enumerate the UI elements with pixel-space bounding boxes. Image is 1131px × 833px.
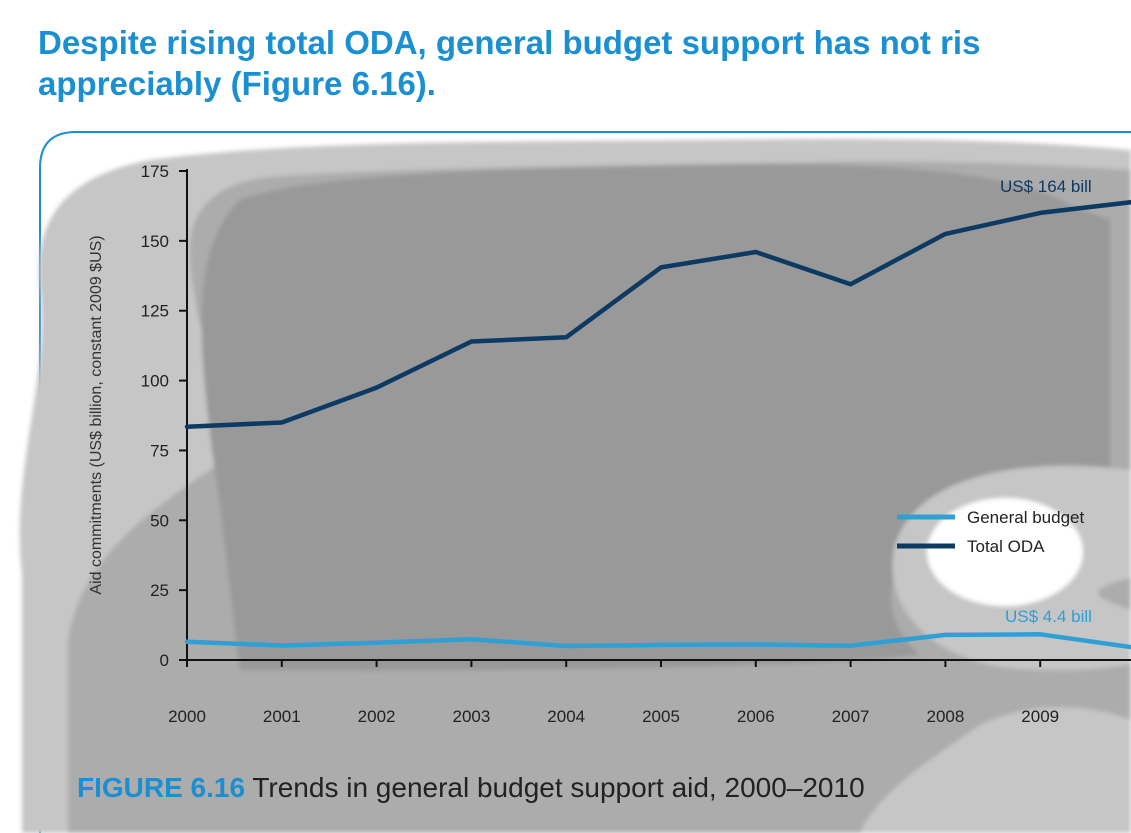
y-tick-label: 0 [160, 651, 169, 670]
x-tick-label: 2002 [358, 707, 396, 726]
chart-legend: General budget Total ODA [897, 508, 1084, 556]
chart-axes [181, 169, 1131, 666]
y-tick-label: 125 [141, 302, 169, 321]
y-tick-label: 100 [141, 372, 169, 391]
x-tick-label: 2007 [832, 707, 870, 726]
chart-series [184, 199, 1131, 650]
legend-label: Total ODA [967, 537, 1045, 556]
end-value-annotation: US$ 164 bill [1000, 177, 1092, 196]
heading-line-1: Despite rising total ODA, general budget… [38, 24, 981, 61]
x-tick-label: 2009 [1021, 707, 1059, 726]
y-axis-label: Aid commitments (US$ billion, constant 2… [88, 235, 105, 594]
chart-ticks: 0 25 50 75 100 125 150 175 2000 2001 2002 2003 2004 2… [141, 162, 1059, 726]
x-tick-label: 2005 [642, 707, 680, 726]
x-tick-label: 2006 [737, 707, 775, 726]
y-tick-label: 75 [150, 441, 169, 460]
y-tick-label: 150 [141, 232, 169, 251]
x-tick-label: 2003 [452, 707, 490, 726]
page-heading: Despite rising total ODA, general budget… [38, 22, 1131, 104]
figure-caption-text: Trends in general budget support aid, 20… [245, 772, 865, 803]
end-value-annotation: US$ 4.4 bill [1005, 607, 1092, 626]
x-tick-label: 2008 [926, 707, 964, 726]
figure-caption: FIGURE 6.16 Trends in general budget sup… [77, 772, 865, 804]
y-tick-label: 25 [150, 581, 169, 600]
figure-label: FIGURE 6.16 [77, 772, 246, 803]
y-tick-label: 175 [141, 162, 169, 181]
heading-line-2: appreciably (Figure 6.16). [38, 65, 436, 102]
figure-frame [39, 131, 1131, 833]
chart-annotations: US$ 164 bill US$ 4.4 bill [1000, 177, 1092, 626]
x-tick-label: 2001 [263, 707, 301, 726]
x-tick-label: 2000 [168, 707, 206, 726]
x-tick-label: 2004 [547, 707, 585, 726]
y-tick-label: 50 [150, 511, 169, 530]
legend-label: General budget [967, 508, 1084, 527]
